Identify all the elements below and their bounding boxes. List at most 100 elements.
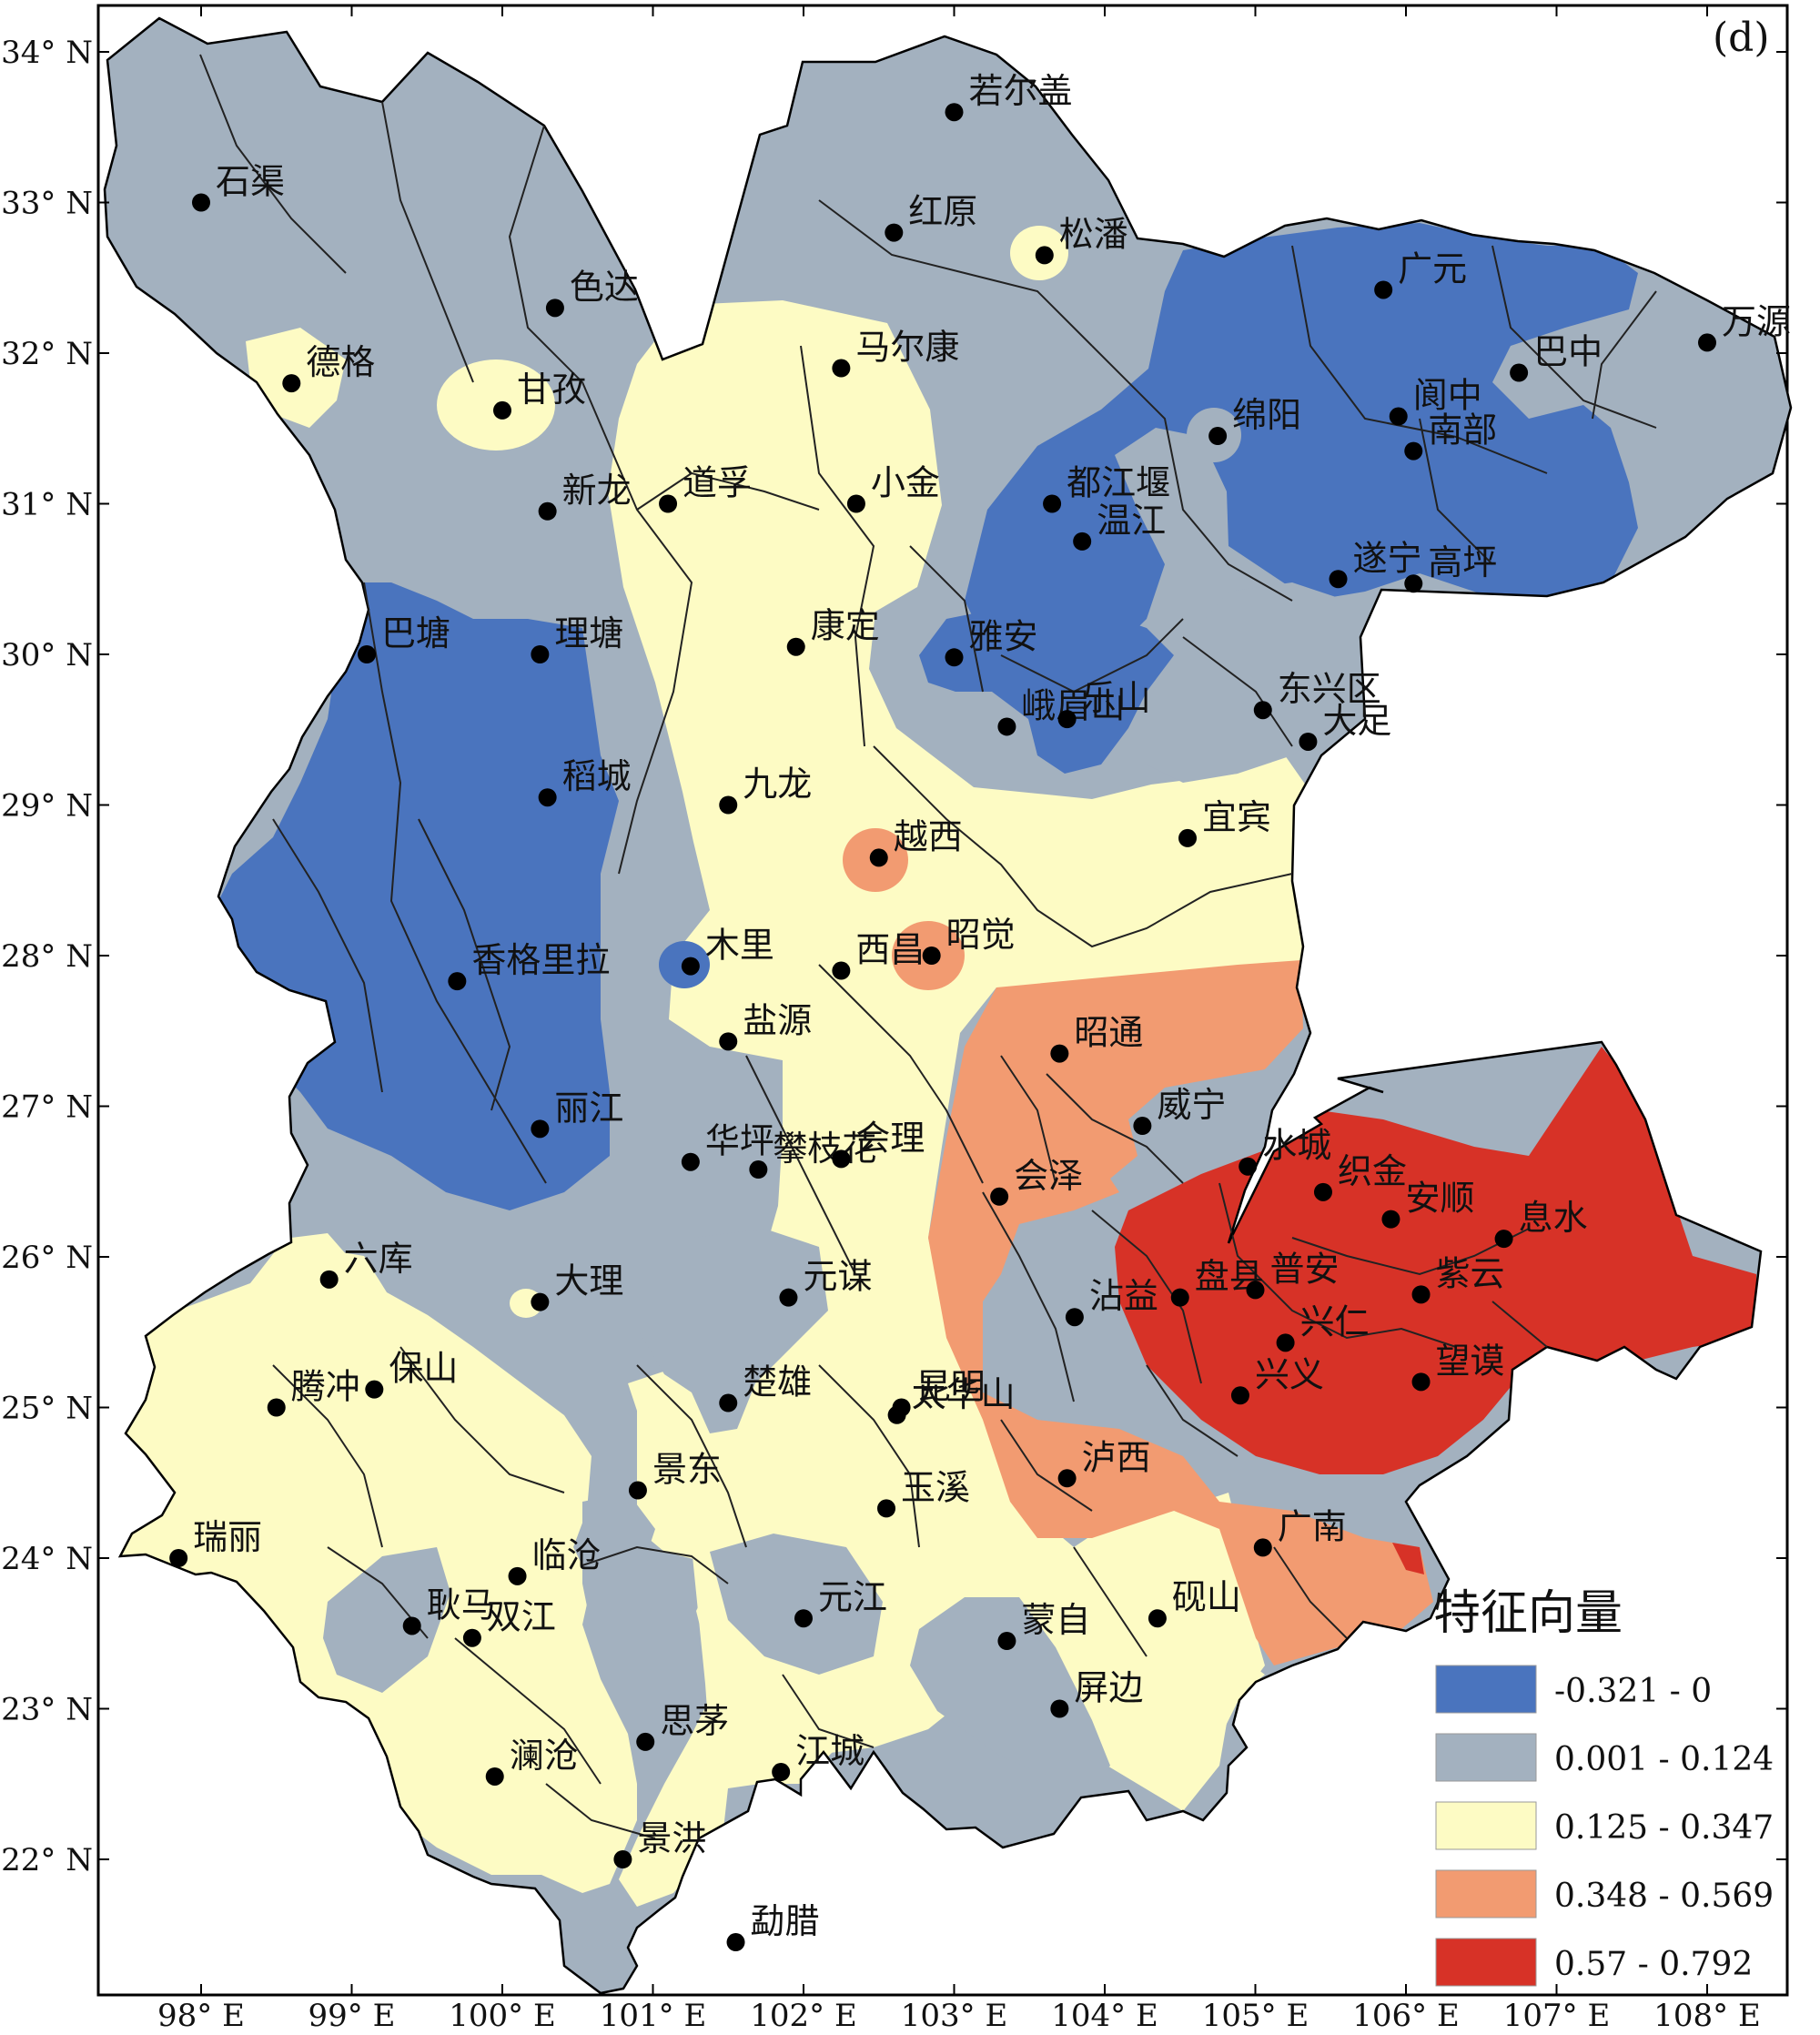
station-marker xyxy=(1276,1333,1295,1352)
station-label: 蒙自 xyxy=(1021,1600,1090,1640)
station-marker xyxy=(997,717,1016,736)
station-marker xyxy=(1381,1210,1400,1229)
station-label: 临沧 xyxy=(532,1535,602,1575)
station-marker xyxy=(681,957,700,976)
lon-tick-label: 107° E xyxy=(1503,1998,1611,2034)
station-label: 耿马 xyxy=(427,1584,496,1625)
lon-tick-label: 98° E xyxy=(157,1998,245,2034)
legend-class-label: 0.125 - 0.347 xyxy=(1554,1809,1774,1847)
station-marker xyxy=(877,1499,896,1518)
lon-tick-label: 101° E xyxy=(600,1998,707,2034)
station-marker xyxy=(786,637,805,656)
station-marker xyxy=(462,1628,481,1647)
lon-tick-label: 102° E xyxy=(750,1998,857,2034)
lon-tick-label: 105° E xyxy=(1202,1998,1309,2034)
legend-swatch xyxy=(1435,1801,1537,1850)
legend-swatch xyxy=(1435,1665,1537,1714)
study-area-outline xyxy=(103,16,1793,1995)
lat-tick-label: 34° N xyxy=(1,35,93,71)
station-marker xyxy=(545,299,564,318)
station-marker xyxy=(1253,1538,1272,1557)
station-marker xyxy=(887,1405,906,1424)
station-marker xyxy=(1374,280,1393,299)
station-marker xyxy=(945,648,964,667)
station-marker xyxy=(726,1933,745,1952)
station-label: 息水 xyxy=(1519,1198,1588,1238)
station-marker xyxy=(1404,574,1423,593)
station-marker xyxy=(1404,441,1423,461)
legend-swatch xyxy=(1435,1733,1537,1782)
station-label: 新龙 xyxy=(562,471,632,511)
station-marker xyxy=(1073,532,1092,551)
station-marker xyxy=(531,645,550,663)
lon-tick-label: 104° E xyxy=(1051,1998,1158,2034)
station-label: 安顺 xyxy=(1405,1179,1474,1219)
station-label: 康定 xyxy=(811,606,880,646)
station-label: 大足 xyxy=(1322,701,1391,741)
legend: 特征向量 -0.321 - 0 0.001 - 0.124 0.125 - 0.34… xyxy=(1433,1586,1774,1987)
station-label: 西昌 xyxy=(855,930,925,970)
station-marker xyxy=(1057,1469,1077,1488)
lon-tick-label: 108° E xyxy=(1653,1998,1761,2034)
station-marker xyxy=(508,1566,527,1585)
station-marker xyxy=(1043,494,1062,513)
legend-swatch xyxy=(1435,1869,1537,1919)
station-label: 会理 xyxy=(855,1118,925,1158)
station-label: 玉溪 xyxy=(901,1467,970,1507)
station-marker xyxy=(719,795,738,815)
station-label: 丽江 xyxy=(554,1088,623,1128)
lat-tick-label: 22° N xyxy=(1,1842,93,1878)
legend-class-label: 0.57 - 0.792 xyxy=(1554,1946,1753,1983)
station-marker xyxy=(1208,427,1228,446)
legend-swatch xyxy=(1435,1938,1537,1987)
station-marker xyxy=(659,494,678,513)
lon-tick-label: 99° E xyxy=(308,1998,396,2034)
station-label: 稻城 xyxy=(562,756,632,796)
station-label: 景东 xyxy=(652,1450,722,1490)
station-marker xyxy=(485,1767,504,1786)
station-label: 东兴区 xyxy=(1278,669,1381,709)
lat-tick-label: 31° N xyxy=(1,487,93,523)
station-label: 绵阳 xyxy=(1232,395,1301,435)
station-label: 盐源 xyxy=(743,1000,812,1040)
station-marker xyxy=(719,1393,738,1412)
legend-class-label: -0.321 - 0 xyxy=(1554,1673,1712,1710)
station-marker xyxy=(1050,1044,1069,1063)
station-label: 织金 xyxy=(1338,1151,1407,1191)
station-label: 勐腊 xyxy=(751,1901,820,1941)
station-label: 兴义 xyxy=(1255,1354,1324,1394)
class-fill-yellow-west xyxy=(105,1242,637,1893)
lon-tick-label: 106° E xyxy=(1352,1998,1460,2034)
station-label: 宜宾 xyxy=(1202,797,1271,837)
station-label: 甘孜 xyxy=(517,370,586,410)
station-marker xyxy=(628,1481,647,1500)
lat-tick-label: 28° N xyxy=(1,938,93,975)
lat-tick-label: 24° N xyxy=(1,1541,93,1577)
station-label: 景洪 xyxy=(637,1818,706,1858)
station-marker xyxy=(1299,732,1318,751)
station-label: 元江 xyxy=(818,1577,887,1617)
class-fill-layer xyxy=(105,18,1791,1993)
longitude-axis: 98° E 99° E 100° E 101° E 102° E 103° E 104° E… xyxy=(157,5,1761,2034)
station-marker xyxy=(1389,407,1408,426)
station-marker xyxy=(365,1380,384,1399)
legend-class-label: 0.348 - 0.569 xyxy=(1554,1878,1774,1915)
station-marker xyxy=(531,1119,550,1139)
station-marker xyxy=(749,1160,768,1179)
station-label: 阆中 xyxy=(1413,376,1482,416)
class-fill-grey-gengma xyxy=(323,1547,450,1693)
station-marker xyxy=(1494,1230,1513,1249)
station-label: 兴仁 xyxy=(1300,1301,1370,1341)
station-label: 大理 xyxy=(554,1261,623,1301)
station-label: 六库 xyxy=(344,1239,413,1279)
station-marker xyxy=(832,961,851,980)
station-label: 雅安 xyxy=(969,616,1038,656)
station-label: 遂宁 xyxy=(1353,538,1422,578)
station-label: 昭通 xyxy=(1074,1013,1143,1053)
legend-title: 特征向量 xyxy=(1433,1586,1623,1641)
station-label: 瑞丽 xyxy=(193,1517,262,1557)
station-label: 温江 xyxy=(1097,501,1166,541)
class-fill-red-guizhou xyxy=(1115,1047,1756,1474)
station-label: 威宁 xyxy=(1157,1085,1226,1125)
